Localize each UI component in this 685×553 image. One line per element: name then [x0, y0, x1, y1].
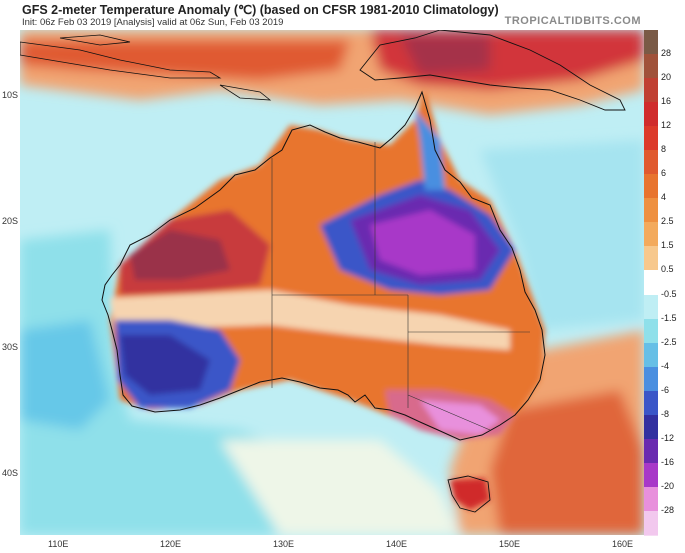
island-coastline [59, 34, 131, 46]
map-title: GFS 2-meter Temperature Anomaly (℃) (bas… [22, 3, 499, 17]
map-header: GFS 2-meter Temperature Anomaly (℃) (bas… [0, 0, 685, 30]
colorbar-swatch [644, 462, 658, 488]
lat-label: 30S [2, 342, 19, 352]
lat-label: 40S [2, 468, 19, 478]
lon-label: 160E [612, 539, 634, 549]
colorbar-swatch [644, 510, 658, 536]
colorbar-label: 1.5 [661, 240, 674, 251]
colorbar: 28 20 16 12 8 6 4 2.5 1.5 0.5 -0.5 -1.5 -2.5 -4 -6 -8 -1… [644, 30, 685, 536]
colorbar-label: 16 [661, 96, 672, 107]
colorbar-label: 6 [661, 168, 667, 179]
colorbar-label: -12 [661, 432, 675, 443]
ocean-anomaly-field [20, 30, 644, 535]
colorbar-label: -4 [661, 360, 670, 371]
map-subtitle: Init: 06z Feb 03 2019 [Analysis] valid a… [22, 17, 284, 28]
lon-label: 150E [499, 539, 521, 549]
java-coastline [20, 41, 222, 79]
colorbar-label: -16 [661, 456, 675, 467]
colorbar-swatch [644, 294, 658, 320]
colorbar-swatch [644, 54, 658, 80]
colorbar-label: 28 [661, 48, 672, 59]
lon-label: 110E [48, 539, 69, 549]
colorbar-swatch [644, 102, 658, 128]
land-anomaly-field [110, 90, 545, 510]
colorbar-label: 12 [661, 120, 672, 131]
colorbar-swatch [644, 390, 658, 416]
lon-label: 140E [386, 539, 408, 549]
australia-coastline [101, 90, 546, 441]
colorbar-label: -2.5 [661, 336, 677, 347]
colorbar-swatch [644, 366, 658, 392]
colorbar-swatch [644, 270, 658, 296]
timor-coastline [219, 84, 272, 101]
colorbar-swatch [644, 174, 658, 200]
tasmania-coastline [447, 475, 491, 513]
colorbar-label: -20 [661, 480, 675, 491]
colorbar-swatch [644, 486, 658, 512]
colorbar-swatch [644, 246, 658, 272]
colorbar-swatch [644, 198, 658, 224]
colorbar-label: -6 [661, 384, 670, 395]
colorbar-label: -28 [661, 504, 675, 515]
colorbar-label: 8 [661, 144, 667, 155]
anomaly-map-svg [20, 30, 644, 535]
colorbar-label: 4 [661, 192, 667, 203]
colorbar-swatch [644, 78, 658, 104]
colorbar-label: 2.5 [661, 216, 674, 227]
colorbar-swatch [644, 150, 658, 176]
lon-label: 120E [160, 539, 182, 549]
lat-label: 10S [2, 90, 19, 100]
colorbar-swatch [644, 318, 658, 344]
colorbar-label: -1.5 [661, 312, 677, 323]
anomaly-map [20, 30, 644, 535]
colorbar-swatch [644, 126, 658, 152]
colorbar-swatch [644, 222, 658, 248]
colorbar-label: -8 [661, 408, 670, 419]
colorbar-swatch [644, 438, 658, 464]
colorbar-swatch [644, 342, 658, 368]
colorbar-label: 0.5 [661, 264, 674, 275]
colorbar-swatch [644, 414, 658, 440]
colorbar-label: -0.5 [661, 288, 677, 299]
lon-label: 130E [273, 539, 295, 549]
colorbar-swatch [644, 30, 658, 56]
state-borders [271, 142, 530, 431]
lat-label: 20S [2, 216, 19, 226]
new-guinea-coastline [359, 30, 626, 111]
colorbar-label: 20 [661, 72, 672, 83]
brand-watermark: TROPICALTIDBITS.COM [504, 15, 641, 27]
